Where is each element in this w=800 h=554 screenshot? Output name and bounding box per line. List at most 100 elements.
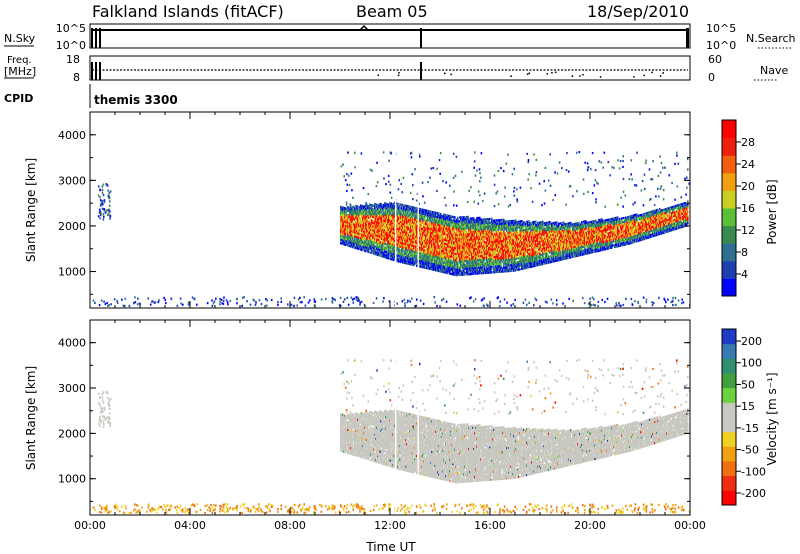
- echo-cell: [416, 228, 418, 231]
- echo-cell: [467, 227, 469, 230]
- echo-cell: [421, 231, 423, 234]
- echo-cell: [494, 225, 496, 228]
- echo-cell: [406, 204, 408, 208]
- echo-cell: [523, 232, 525, 236]
- echo-cell: [488, 240, 490, 244]
- echo-cell: [523, 238, 525, 241]
- echo-cell: [351, 232, 353, 235]
- echo-cell: [498, 265, 500, 268]
- echo-cell: [529, 244, 531, 248]
- freq-point: [443, 72, 446, 75]
- echo-cell: [349, 216, 351, 219]
- echo-cell: [459, 250, 461, 254]
- echo-cell: [432, 214, 434, 218]
- echo-cell: [344, 222, 346, 225]
- echo-cell: [439, 251, 441, 254]
- echo-cell: [348, 216, 350, 219]
- echo-cell: [389, 213, 391, 216]
- echo-cell: [484, 237, 486, 240]
- echo-cell: [343, 241, 345, 244]
- echo-cell: [519, 251, 521, 254]
- echo-cell: [520, 247, 522, 250]
- echo-cell: [494, 236, 496, 239]
- echo-cell: [400, 243, 402, 246]
- echo-cell: [467, 221, 469, 224]
- echo-cell: [471, 228, 473, 232]
- echo-cell: [460, 269, 462, 273]
- echo-cell: [459, 241, 461, 244]
- echo-cell: [372, 221, 374, 224]
- echo-cell: [448, 220, 450, 223]
- echo-cell: [462, 260, 464, 263]
- echo-cell: [539, 254, 541, 257]
- echo-cell: [461, 256, 463, 259]
- echo-cell: [392, 247, 394, 250]
- echo-cell: [468, 217, 470, 220]
- echo-cell: [365, 250, 367, 253]
- echo-cell: [425, 228, 427, 231]
- echo-cell: [423, 214, 425, 217]
- echo-cell: [377, 207, 379, 211]
- echo-cell: [381, 228, 383, 231]
- echo-cell: [499, 261, 501, 264]
- echo-cell: [467, 234, 469, 238]
- echo-cell: [501, 255, 503, 258]
- echo-cell: [497, 263, 499, 266]
- echo-cell: [364, 205, 366, 208]
- echo-cell: [534, 226, 536, 229]
- echo-cell: [453, 227, 455, 230]
- echo-cell: [376, 243, 378, 247]
- echo-cell: [486, 220, 488, 223]
- echo-cell: [470, 244, 472, 247]
- echo-cell: [379, 206, 381, 209]
- echo-cell: [506, 233, 508, 236]
- echo-cell: [341, 242, 343, 245]
- echo-cell: [428, 265, 430, 268]
- echo-cell: [355, 246, 357, 250]
- echo-cell: [411, 257, 413, 260]
- echo-cell: [495, 240, 497, 243]
- echo-cell: [424, 234, 426, 237]
- echo-cell: [357, 205, 359, 208]
- echo-cell: [410, 234, 412, 237]
- echo-cell: [473, 263, 475, 266]
- echo-cell: [398, 214, 400, 217]
- echo-cell: [400, 207, 402, 210]
- echo-cell: [506, 237, 508, 240]
- echo-cell: [408, 260, 410, 264]
- echo-cell: [408, 257, 410, 260]
- echo-cell: [403, 242, 405, 245]
- echo-cell: [515, 240, 517, 243]
- echo-cell: [462, 267, 464, 271]
- echo-cell: [450, 263, 452, 266]
- echo-cell: [459, 229, 461, 232]
- echo-cell: [400, 239, 402, 243]
- echo-cell: [394, 219, 396, 222]
- echo-cell: [344, 207, 346, 210]
- freq-point: [659, 75, 662, 77]
- echo-cell: [505, 249, 507, 252]
- echo-cell: [488, 242, 490, 245]
- echo-cell: [357, 209, 359, 212]
- echo-cell: [461, 250, 463, 253]
- echo-cell: [462, 243, 464, 246]
- echo-cell: [518, 251, 520, 254]
- echo-cell: [393, 220, 395, 223]
- echo-cell: [378, 215, 380, 219]
- echo-cell: [467, 259, 469, 262]
- echo-cell: [528, 248, 530, 252]
- echo-cell: [482, 245, 484, 248]
- echo-cell: [492, 231, 494, 234]
- echo-cell: [354, 225, 356, 228]
- echo-cell: [412, 212, 414, 215]
- echo-cell: [447, 247, 449, 250]
- echo-cell: [490, 231, 492, 234]
- echo-cell: [516, 242, 518, 245]
- echo-cell: [415, 235, 417, 238]
- echo-cell: [522, 237, 524, 240]
- echo-cell: [344, 224, 346, 227]
- echo-cell: [437, 233, 439, 236]
- echo-cell: [341, 221, 343, 224]
- echo-cell: [475, 259, 477, 262]
- echo-cell: [519, 239, 521, 242]
